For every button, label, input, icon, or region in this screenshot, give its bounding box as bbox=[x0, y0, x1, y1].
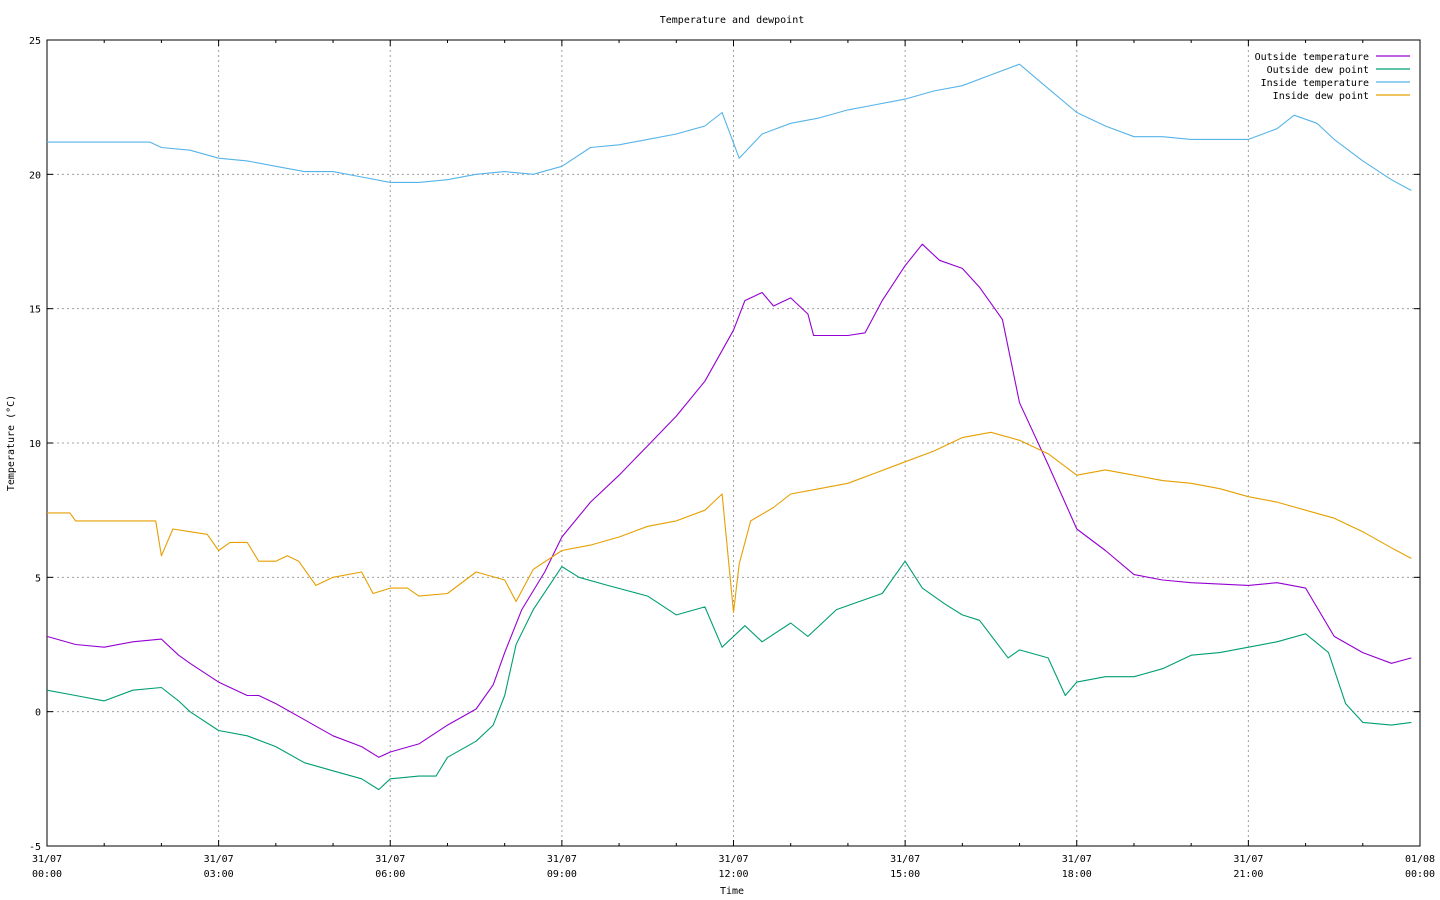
chart-title: Temperature and dewpoint bbox=[660, 15, 805, 26]
y-axis-label: Temperature (°C) bbox=[6, 395, 17, 491]
grid bbox=[47, 40, 1420, 846]
legend-label-inside-dew-point: Inside dew point bbox=[1273, 91, 1369, 102]
series-line-inside-temperature bbox=[47, 63, 1412, 191]
y-tick-label: 0 bbox=[35, 708, 41, 719]
y-tick-label: 20 bbox=[29, 170, 41, 181]
x-tick-label-time: 21:00 bbox=[1233, 869, 1263, 880]
y-tick-label: 15 bbox=[29, 305, 41, 316]
x-tick-label-date: 31/07 bbox=[718, 854, 748, 865]
legend: Outside temperature Outside dew point Insi… bbox=[1255, 52, 1410, 102]
x-axis: 31/07 00:00 31/07 03:00 31/07 06:00 31/07 09:00… bbox=[32, 40, 1435, 880]
y-tick-label: 10 bbox=[29, 439, 41, 450]
x-tick-label-date: 01/08 bbox=[1405, 854, 1435, 865]
y-axis: -5 0 5 10 15 20 25 bbox=[29, 36, 1420, 853]
series-line-inside-dew-point bbox=[47, 431, 1412, 613]
x-tick-label-time: 09:00 bbox=[547, 869, 577, 880]
x-tick-label-date: 31/07 bbox=[547, 854, 577, 865]
legend-label-inside-temperature: Inside temperature bbox=[1261, 78, 1369, 89]
x-tick-label-date: 31/07 bbox=[890, 854, 920, 865]
y-tick-label: 25 bbox=[29, 36, 41, 47]
x-tick-label-date: 31/07 bbox=[1233, 854, 1263, 865]
y-tick-label: -5 bbox=[29, 842, 41, 853]
x-tick-label-date: 31/07 bbox=[204, 854, 234, 865]
series-line-outside-dew-point bbox=[46, 560, 1412, 791]
x-tick-label-time: 00:00 bbox=[32, 869, 62, 880]
x-tick-label-date: 31/07 bbox=[375, 854, 405, 865]
series-lines bbox=[46, 63, 1412, 791]
series-line-outside-temperature bbox=[46, 243, 1412, 758]
y-tick-label: 5 bbox=[35, 573, 41, 584]
x-axis-label: Time bbox=[720, 886, 744, 897]
legend-label-outside-temperature: Outside temperature bbox=[1255, 52, 1369, 63]
x-tick-label-time: 15:00 bbox=[890, 869, 920, 880]
x-tick-label-time: 03:00 bbox=[204, 869, 234, 880]
x-tick-label-time: 18:00 bbox=[1062, 869, 1092, 880]
legend-label-outside-dew-point: Outside dew point bbox=[1267, 65, 1369, 76]
x-tick-label-date: 31/07 bbox=[32, 854, 62, 865]
x-tick-label-date: 31/07 bbox=[1062, 854, 1092, 865]
x-tick-label-time: 12:00 bbox=[718, 869, 748, 880]
x-tick-label-time: 06:00 bbox=[375, 869, 405, 880]
x-tick-label-time: 00:00 bbox=[1405, 869, 1435, 880]
